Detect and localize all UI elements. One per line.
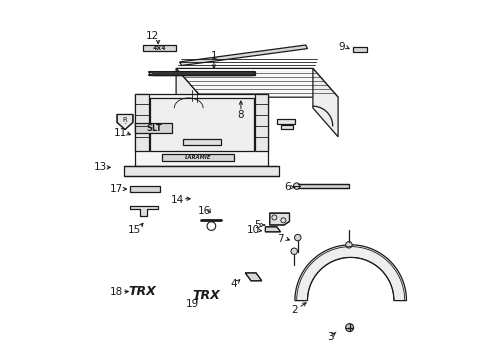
Text: 19: 19 bbox=[185, 299, 199, 309]
Text: 18: 18 bbox=[110, 287, 123, 297]
Text: 15: 15 bbox=[128, 225, 141, 235]
Text: 11: 11 bbox=[113, 128, 127, 138]
Polygon shape bbox=[269, 213, 289, 225]
Polygon shape bbox=[312, 68, 337, 137]
Circle shape bbox=[345, 242, 351, 248]
Text: 8: 8 bbox=[237, 110, 244, 120]
Text: Ŗ: Ŗ bbox=[122, 117, 127, 124]
Polygon shape bbox=[255, 94, 267, 151]
Text: 1: 1 bbox=[210, 51, 217, 61]
Polygon shape bbox=[276, 119, 294, 124]
Text: TRX: TRX bbox=[192, 289, 220, 302]
Polygon shape bbox=[280, 125, 292, 129]
Circle shape bbox=[290, 248, 297, 255]
Polygon shape bbox=[176, 68, 201, 130]
Text: 12: 12 bbox=[146, 31, 159, 41]
Polygon shape bbox=[183, 139, 221, 145]
Polygon shape bbox=[134, 94, 149, 151]
Text: 3: 3 bbox=[327, 332, 333, 342]
Text: 16: 16 bbox=[198, 206, 211, 216]
Polygon shape bbox=[142, 45, 176, 51]
Text: 13: 13 bbox=[94, 162, 107, 172]
Text: 17: 17 bbox=[110, 184, 123, 194]
Polygon shape bbox=[134, 123, 172, 133]
Polygon shape bbox=[176, 68, 337, 97]
Polygon shape bbox=[134, 94, 267, 166]
Text: LARAMIE: LARAMIE bbox=[184, 155, 210, 160]
Circle shape bbox=[294, 234, 301, 241]
Polygon shape bbox=[130, 206, 158, 216]
Text: 6: 6 bbox=[284, 182, 290, 192]
Polygon shape bbox=[265, 227, 280, 232]
Polygon shape bbox=[130, 186, 160, 192]
Text: 7: 7 bbox=[277, 234, 283, 244]
Circle shape bbox=[345, 324, 353, 332]
Polygon shape bbox=[179, 45, 307, 66]
Text: SLT: SLT bbox=[145, 123, 162, 132]
Polygon shape bbox=[149, 72, 255, 75]
Polygon shape bbox=[123, 166, 278, 176]
Text: 5: 5 bbox=[253, 220, 260, 230]
Polygon shape bbox=[352, 47, 366, 52]
Text: 14: 14 bbox=[171, 195, 184, 205]
Text: TRX: TRX bbox=[192, 289, 220, 302]
Text: 9: 9 bbox=[338, 42, 345, 52]
Text: 2: 2 bbox=[291, 305, 298, 315]
Polygon shape bbox=[297, 184, 348, 188]
Polygon shape bbox=[117, 114, 133, 130]
Text: 4X4: 4X4 bbox=[152, 46, 166, 51]
Polygon shape bbox=[244, 273, 261, 281]
Text: 4: 4 bbox=[230, 279, 237, 289]
Circle shape bbox=[293, 183, 299, 189]
Polygon shape bbox=[294, 245, 406, 301]
Polygon shape bbox=[162, 154, 233, 161]
Polygon shape bbox=[150, 98, 254, 151]
Text: TRX: TRX bbox=[128, 285, 156, 298]
Text: 10: 10 bbox=[246, 225, 260, 235]
